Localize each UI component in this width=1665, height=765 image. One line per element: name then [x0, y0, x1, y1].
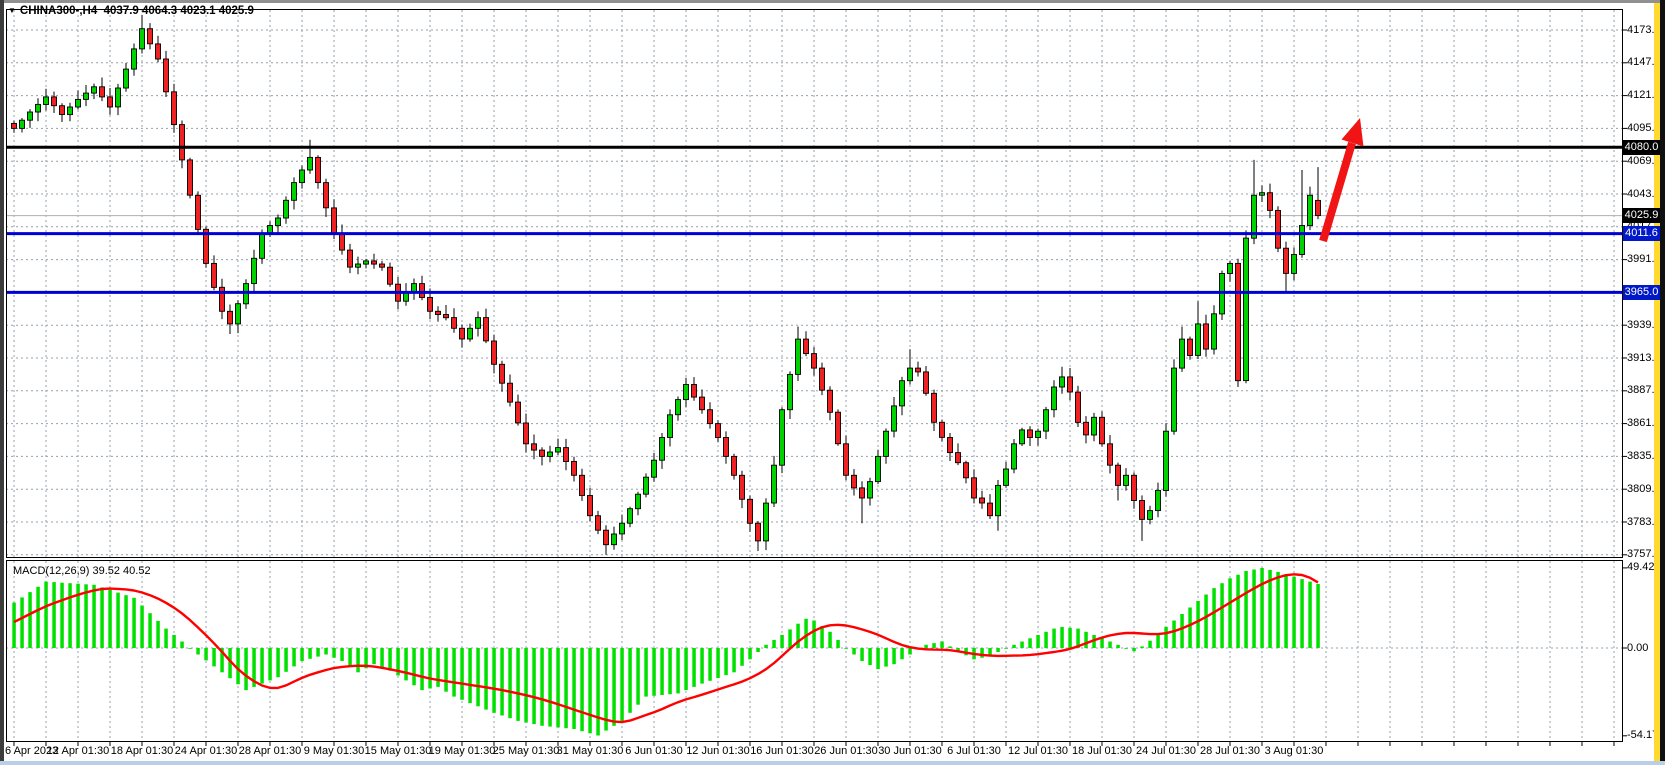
price-tick-3757.0: 3757.0	[1627, 548, 1661, 561]
price-badge-3965.0: 3965.0	[1623, 284, 1660, 300]
price-tick-4173.0: 4173.0	[1627, 23, 1661, 36]
window-left-edge	[0, 0, 4, 765]
price-badge-4011.6: 4011.6	[1623, 226, 1660, 242]
price-badge-4080.0: 4080.0	[1623, 139, 1660, 155]
date-label-13: 26 Jun 01:30	[814, 745, 878, 757]
ohlc-quote-label: 4037.9 4064.3 4023.1 4025.9	[103, 5, 254, 17]
price-tick-4069.0: 4069.0	[1627, 154, 1661, 167]
date-label-18: 24 Jul 01:30	[1136, 745, 1196, 757]
price-tick-3913.0: 3913.0	[1627, 351, 1661, 364]
window-top-edge	[0, 0, 1665, 3]
price-tick-4147.0: 4147.0	[1627, 56, 1661, 69]
date-label-2: 18 Apr 01:30	[110, 745, 174, 757]
macd-signal-line	[13, 573, 1319, 724]
symbol-dropdown-icon[interactable]: ▼	[8, 6, 16, 15]
date-label-7: 19 May 01:30	[428, 745, 496, 757]
price-tick-3783.0: 3783.0	[1627, 515, 1661, 528]
date-label-0: 6 Apr 2023	[5, 745, 59, 757]
date-label-1: 12 Apr 01:30	[46, 745, 110, 757]
symbol-timeframe-label: CHINA300-,H4	[19, 5, 98, 17]
date-label-12: 16 Jun 01:30	[750, 745, 814, 757]
price-tick-4121.0: 4121.0	[1627, 89, 1661, 102]
macd-tick-0.00: 0.00	[1627, 641, 1649, 654]
price-tick-3991.0: 3991.0	[1627, 253, 1661, 266]
date-label-8: 25 May 01:30	[492, 745, 560, 757]
window-bottom-edge	[0, 761, 1665, 765]
date-label-17: 18 Jul 01:30	[1072, 745, 1132, 757]
grid	[6, 10, 1622, 742]
price-tick-3861.0: 3861.0	[1627, 417, 1661, 430]
trend-arrow[interactable]	[1319, 118, 1364, 243]
date-label-20: 3 Aug 01:30	[1264, 745, 1324, 757]
chart-title[interactable]: ▼ CHINA300-,H4 4037.9 4064.3 4023.1 4025.…	[8, 5, 254, 17]
date-label-9: 31 May 01:30	[556, 745, 624, 757]
date-label-15: 6 Jul 01:30	[947, 745, 1001, 757]
date-label-11: 12 Jun 01:30	[686, 745, 750, 757]
price-tick-4043.0: 4043.0	[1627, 187, 1661, 200]
date-label-6: 15 May 01:30	[364, 745, 432, 757]
window-right-edge	[1660, 0, 1665, 765]
date-label-16: 12 Jul 01:30	[1008, 745, 1068, 757]
macd-tick-49.42: 49.42	[1627, 561, 1655, 574]
date-label-3: 24 Apr 01:30	[174, 745, 238, 757]
price-tick-3809.0: 3809.0	[1627, 482, 1661, 495]
price-tick-3939.0: 3939.0	[1627, 318, 1661, 331]
macd-indicator-label: MACD(12,26,9) 39.52 40.52	[13, 565, 151, 577]
date-label-4: 28 Apr 01:30	[238, 745, 302, 757]
date-label-19: 28 Jul 01:30	[1200, 745, 1260, 757]
date-label-5: 9 May 01:30	[303, 745, 365, 757]
macd-tick--54.17: -54.17	[1627, 729, 1659, 742]
price-tick-3887.0: 3887.0	[1627, 384, 1661, 397]
price-tick-4095.0: 4095.0	[1627, 121, 1661, 134]
price-tick-3835.0: 3835.0	[1627, 449, 1661, 462]
macd-histogram	[12, 568, 1320, 736]
date-label-10: 6 Jun 01:30	[625, 745, 683, 757]
panel-frames	[6, 9, 1627, 746]
date-label-14: 30 Jun 01:30	[878, 745, 942, 757]
right-yellow-stripe	[1654, 0, 1660, 765]
price-badge-4025.9: 4025.9	[1623, 208, 1660, 224]
